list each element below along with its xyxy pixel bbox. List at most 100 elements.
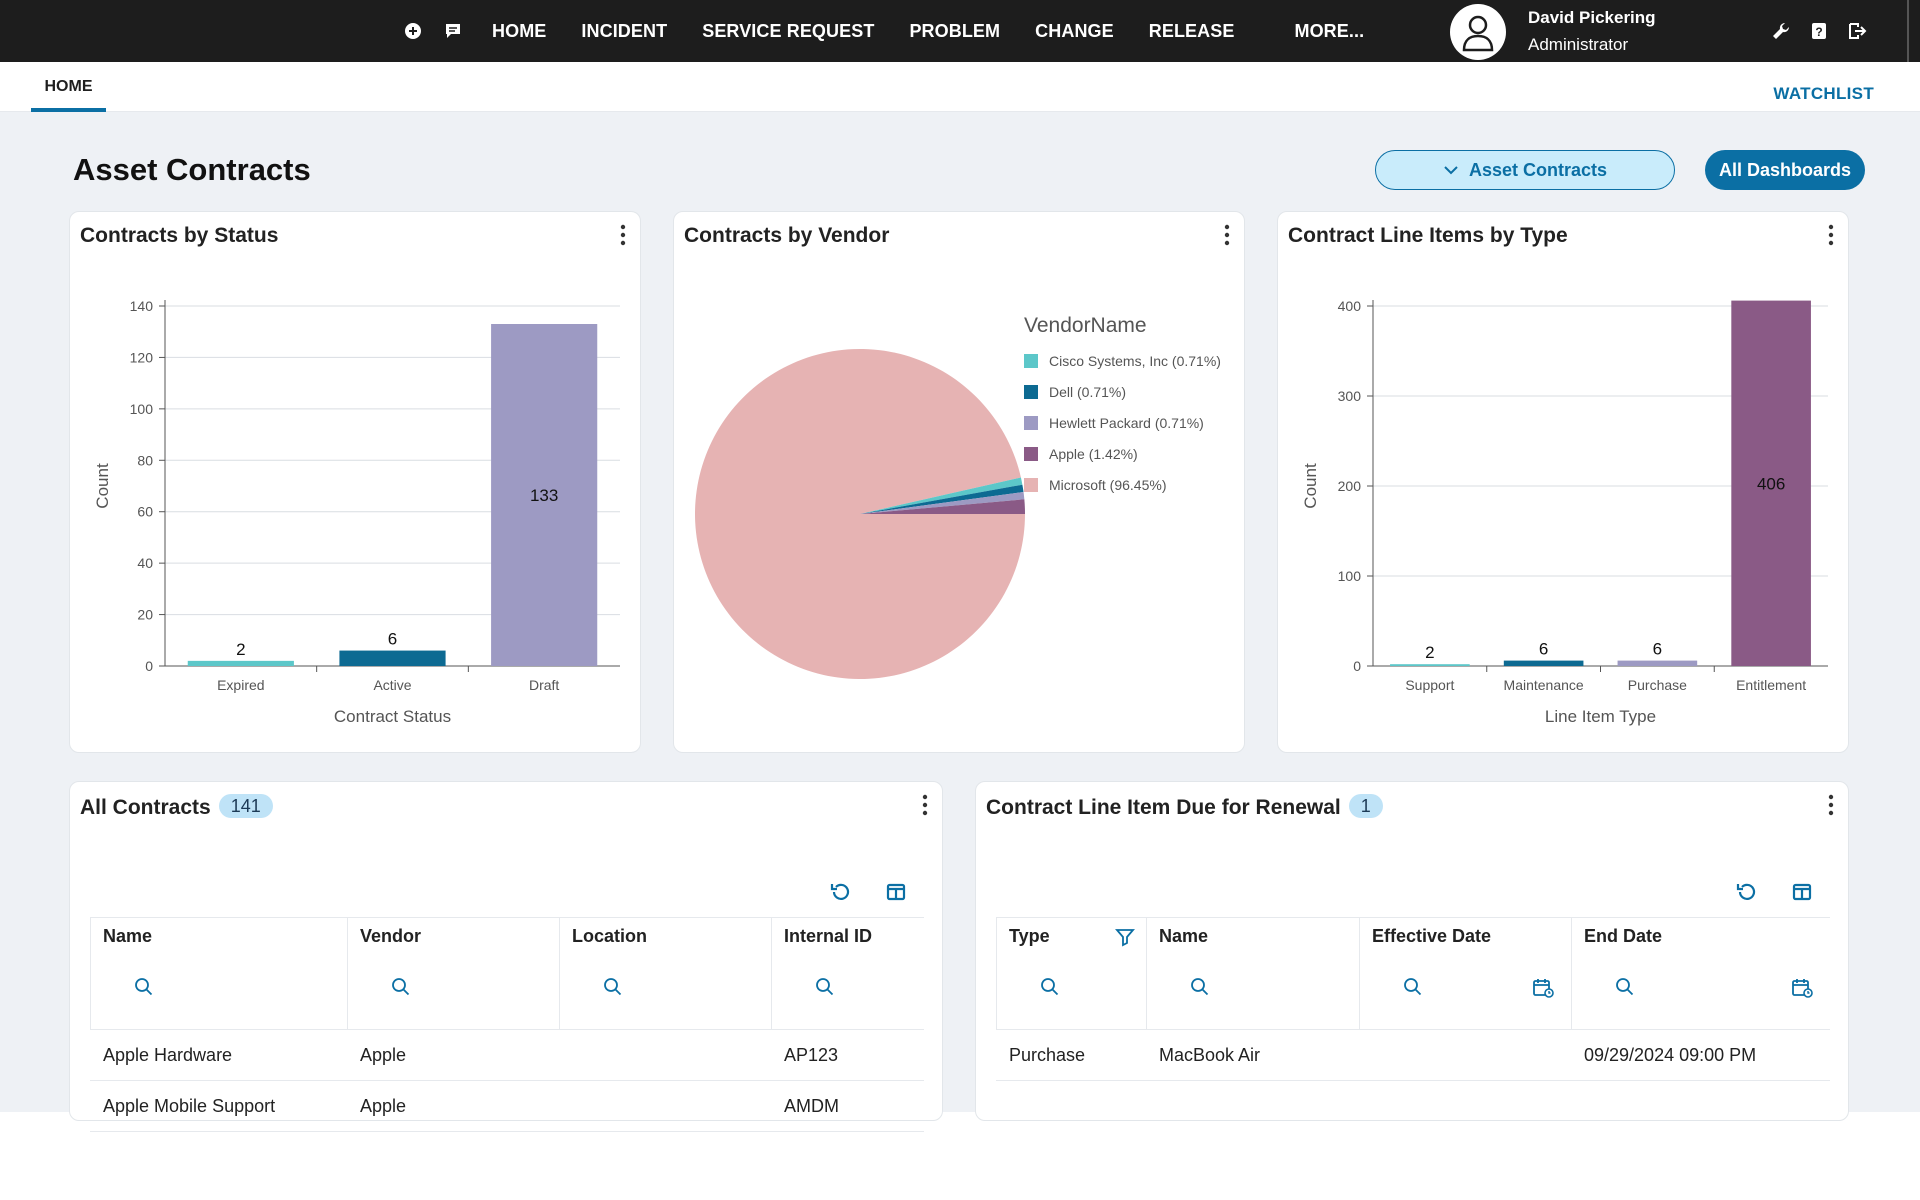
legend-swatch bbox=[1024, 447, 1038, 461]
column-header-name[interactable]: Name bbox=[1146, 918, 1359, 1029]
cell-type: Purchase bbox=[1009, 1044, 1086, 1065]
data-label: 133 bbox=[530, 486, 558, 505]
bar-active bbox=[339, 650, 446, 666]
search-icon[interactable] bbox=[133, 976, 155, 998]
search-icon[interactable] bbox=[1402, 976, 1424, 998]
wrench-icon[interactable] bbox=[1770, 20, 1792, 42]
nav-incident[interactable]: INCIDENT bbox=[581, 20, 668, 41]
search-icon[interactable] bbox=[1614, 976, 1636, 998]
table-header: Type Name Effective Date End Date bbox=[996, 918, 1830, 1030]
status-bar-chart: 0 20 40 60 80 100 120 140 Expired 2 Active 6 Draft 13… bbox=[93, 298, 620, 726]
nav-problem[interactable]: PROBLEM bbox=[909, 20, 1001, 41]
y-tick-label: 100 bbox=[1338, 568, 1362, 584]
columns-icon[interactable] bbox=[1790, 880, 1814, 904]
search-icon[interactable] bbox=[390, 976, 412, 998]
bar-draft bbox=[491, 324, 598, 666]
card-renewal: Contract Line Item Due for Renewal 1 Type bbox=[975, 781, 1849, 1121]
legend-label: Microsoft (96.45%) bbox=[1049, 477, 1166, 493]
nav-release[interactable]: RELEASE bbox=[1148, 20, 1235, 41]
chat-icon[interactable] bbox=[442, 20, 464, 42]
top-tools: ? bbox=[1770, 20, 1868, 42]
y-tick-label: 0 bbox=[1353, 658, 1361, 674]
user-profile[interactable]: David Pickering Administrator bbox=[1450, 4, 1656, 60]
more-options-icon[interactable] bbox=[1824, 792, 1838, 818]
legend-swatch bbox=[1024, 478, 1038, 492]
reset-icon[interactable] bbox=[1734, 880, 1758, 904]
column-label: Type bbox=[1009, 926, 1050, 946]
bar-expired bbox=[187, 660, 294, 666]
page-title: Asset Contracts bbox=[73, 152, 311, 187]
column-header-type[interactable]: Type bbox=[996, 918, 1146, 1029]
sub-bar: HOME WATCHLIST bbox=[0, 62, 1920, 112]
svg-text:?: ? bbox=[1815, 25, 1822, 39]
cell-name: MacBook Air bbox=[1159, 1044, 1261, 1065]
watchlist-link[interactable]: WATCHLIST bbox=[1773, 84, 1874, 103]
more-options-icon[interactable] bbox=[1824, 222, 1838, 248]
legend-swatch bbox=[1024, 385, 1038, 399]
column-header-name[interactable]: Name bbox=[90, 918, 347, 1029]
reset-icon[interactable] bbox=[828, 880, 852, 904]
card-title: All Contracts bbox=[80, 796, 211, 819]
help-icon[interactable]: ? bbox=[1808, 20, 1830, 42]
more-options-icon[interactable] bbox=[616, 222, 630, 248]
cell-name: Apple Mobile Support bbox=[103, 1095, 276, 1116]
tab-home[interactable]: HOME bbox=[31, 62, 106, 112]
x-tick-label: Maintenance bbox=[1504, 677, 1584, 693]
column-header-vendor[interactable]: Vendor bbox=[347, 918, 559, 1029]
resize-handle[interactable] bbox=[1900, 0, 1920, 62]
x-axis-label: Contract Status bbox=[334, 707, 451, 726]
column-header-location[interactable]: Location bbox=[559, 918, 771, 1029]
y-tick-label: 300 bbox=[1338, 388, 1362, 404]
column-header-effective-date[interactable]: Effective Date bbox=[1359, 918, 1571, 1029]
bar-purchase bbox=[1617, 660, 1698, 666]
column-header-end-date[interactable]: End Date bbox=[1571, 918, 1830, 1029]
y-tick-label: 40 bbox=[137, 555, 153, 571]
more-options-icon[interactable] bbox=[918, 792, 932, 818]
column-label: Vendor bbox=[360, 926, 422, 946]
x-tick-label: Entitlement bbox=[1736, 677, 1806, 693]
bar-entitlement bbox=[1731, 300, 1811, 666]
card-title-wrap: All Contracts 141 bbox=[80, 794, 273, 820]
more-options-icon[interactable] bbox=[1220, 222, 1234, 248]
column-label: Internal ID bbox=[784, 926, 873, 946]
search-icon[interactable] bbox=[602, 976, 624, 998]
search-icon[interactable] bbox=[814, 976, 836, 998]
data-label: 406 bbox=[1757, 474, 1785, 493]
bar-support bbox=[1390, 664, 1470, 666]
table-row[interactable]: Purchase MacBook Air 09/29/2024 09:00 PM bbox=[996, 1030, 1830, 1081]
logout-icon[interactable] bbox=[1846, 20, 1868, 42]
all-dashboards-button[interactable]: All Dashboards bbox=[1705, 150, 1865, 190]
search-icon[interactable] bbox=[1189, 976, 1211, 998]
vendor-pie-chart: VendorName Cisco Systems, Inc (0.71%) Dell… bbox=[695, 314, 1221, 679]
nav-service-request[interactable]: SERVICE REQUEST bbox=[702, 20, 875, 41]
nav-change[interactable]: CHANGE bbox=[1035, 20, 1114, 41]
nav-more[interactable]: MORE... bbox=[1294, 20, 1365, 41]
table-tools bbox=[828, 880, 908, 904]
add-icon[interactable] bbox=[402, 20, 424, 42]
column-label: Name bbox=[1159, 926, 1209, 946]
filter-icon[interactable] bbox=[1114, 926, 1136, 948]
nav-home[interactable]: HOME bbox=[492, 20, 547, 41]
columns-icon[interactable] bbox=[884, 880, 908, 904]
y-tick-label: 60 bbox=[137, 504, 153, 520]
card-all-contracts: All Contracts 141 Name Vendor bbox=[69, 781, 943, 1132]
count-badge: 141 bbox=[218, 794, 273, 818]
table-row[interactable]: Apple Mobile Support Apple AMDM bbox=[90, 1081, 924, 1132]
dashboard-area: Asset Contracts Asset Contracts All Dash… bbox=[0, 112, 1920, 1132]
search-icon[interactable] bbox=[1039, 976, 1061, 998]
card-title-wrap: Contract Line Item Due for Renewal 1 bbox=[986, 794, 1383, 820]
pie-slice-hewlett bbox=[860, 491, 1025, 514]
type-bar-chart: 0 100 200 300 400 Support 2 Maintenance 6 Purchas… bbox=[1301, 298, 1828, 726]
dashboard-select-button[interactable]: Asset Contracts bbox=[1375, 150, 1675, 190]
calendar-icon[interactable] bbox=[1790, 976, 1814, 1000]
avatar[interactable] bbox=[1450, 4, 1506, 60]
legend-swatch bbox=[1024, 354, 1038, 368]
column-header-internal-id[interactable]: Internal ID bbox=[771, 918, 924, 1029]
table-header: Name Vendor Location Internal ID bbox=[90, 918, 924, 1030]
card-title: Contract Line Item Due for Renewal bbox=[986, 796, 1341, 819]
table-row[interactable]: Apple Hardware Apple AP123 bbox=[90, 1030, 924, 1081]
y-axis-label: Count bbox=[1301, 463, 1320, 509]
calendar-icon[interactable] bbox=[1531, 976, 1555, 1000]
data-label: 6 bbox=[388, 630, 397, 649]
top-bar: HOME INCIDENT SERVICE REQUEST PROBLEM CH… bbox=[0, 0, 1920, 62]
